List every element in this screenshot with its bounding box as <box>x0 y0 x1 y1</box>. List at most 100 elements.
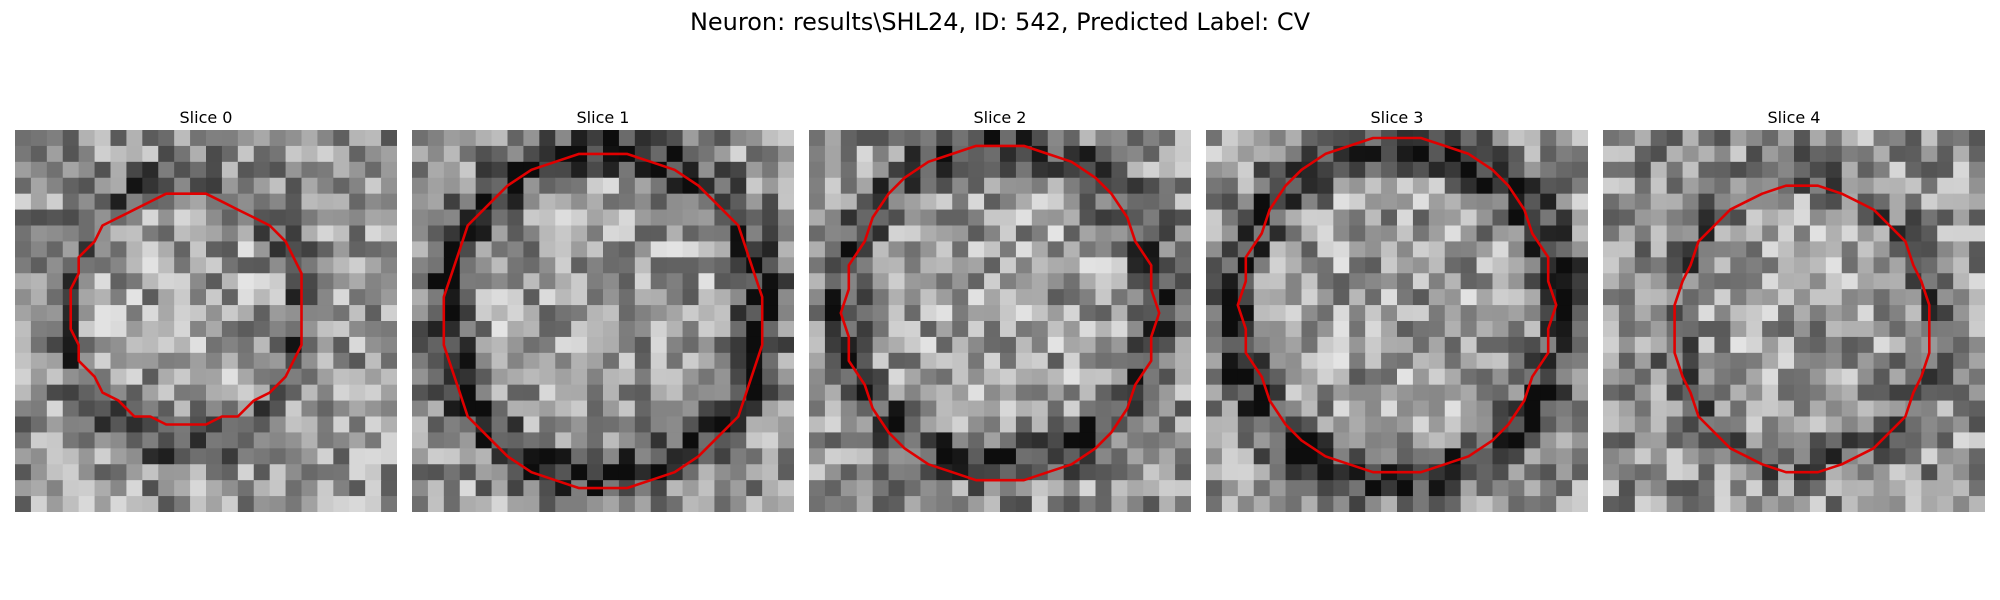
image-pixel <box>523 480 540 497</box>
image-pixel <box>1778 352 1795 370</box>
image-pixel <box>46 130 64 147</box>
image-pixel <box>94 400 112 418</box>
image-pixel <box>158 209 175 227</box>
image-pixel <box>427 368 445 386</box>
image-pixel <box>174 289 191 306</box>
image-pixel <box>1921 384 1938 402</box>
image-pixel <box>1301 225 1319 243</box>
image-pixel <box>1143 464 1160 481</box>
image-pixel <box>1206 225 1223 243</box>
image-pixel <box>1603 193 1620 211</box>
image-pixel <box>253 161 271 179</box>
image-pixel <box>778 432 794 449</box>
image-pixel <box>1873 289 1891 306</box>
image-pixel <box>443 145 461 163</box>
image-pixel <box>365 193 382 211</box>
image-pixel <box>1634 289 1652 306</box>
image-pixel <box>142 496 159 512</box>
image-pixel <box>1492 177 1510 195</box>
image-pixel <box>1269 289 1287 306</box>
image-pixel <box>682 432 700 449</box>
image-pixel <box>412 496 429 512</box>
image-pixel <box>142 448 159 465</box>
image-pixel <box>1889 130 1907 147</box>
image-pixel <box>1127 416 1144 434</box>
image-pixel <box>1015 496 1033 512</box>
image-pixel <box>46 352 64 370</box>
image-pixel <box>1540 464 1557 481</box>
image-pixel <box>237 384 255 402</box>
image-pixel <box>349 432 366 449</box>
image-pixel <box>1508 225 1525 243</box>
image-pixel <box>730 305 747 322</box>
image-pixel <box>920 321 937 338</box>
image-pixel <box>1111 448 1128 465</box>
image-pixel <box>1285 273 1303 290</box>
image-pixel <box>1634 209 1652 227</box>
image-pixel <box>762 448 779 465</box>
image-pixel <box>1682 305 1700 322</box>
image-pixel <box>1269 384 1287 402</box>
image-pixel <box>587 257 604 274</box>
image-pixel <box>1650 464 1668 481</box>
image-pixel <box>856 289 874 306</box>
image-pixel <box>634 241 652 258</box>
image-pixel <box>1221 400 1239 418</box>
image-pixel <box>904 480 922 497</box>
image-pixel <box>1269 193 1287 211</box>
image-pixel <box>94 193 112 211</box>
image-pixel <box>1159 273 1176 290</box>
image-pixel <box>603 432 620 449</box>
image-pixel <box>1953 400 1970 418</box>
image-pixel <box>1666 193 1684 211</box>
image-pixel <box>1381 257 1398 274</box>
image-pixel <box>936 384 953 402</box>
image-pixel <box>1031 321 1049 338</box>
image-pixel <box>459 257 477 274</box>
image-pixel <box>936 368 953 386</box>
image-pixel <box>1572 161 1588 179</box>
image-pixel <box>762 177 779 195</box>
image-pixel <box>1428 448 1446 465</box>
image-pixel <box>126 416 143 434</box>
image-pixel <box>301 432 319 449</box>
image-pixel <box>555 177 572 195</box>
image-pixel <box>1095 145 1113 163</box>
image-pixel <box>984 416 1001 434</box>
image-pixel <box>15 416 32 434</box>
image-pixel <box>1953 257 1970 274</box>
image-pixel <box>1031 368 1049 386</box>
image-pixel <box>1762 384 1779 402</box>
image-pixel <box>1857 448 1875 465</box>
image-pixel <box>1285 352 1303 370</box>
image-pixel <box>1778 161 1795 179</box>
image-pixel <box>221 480 239 497</box>
image-pixel <box>698 400 716 418</box>
image-pixel <box>746 209 763 227</box>
image-pixel <box>349 480 366 497</box>
roi-contour <box>1673 184 1931 474</box>
image-pixel <box>158 289 175 306</box>
image-pixel <box>762 321 779 338</box>
image-pixel <box>1825 161 1843 179</box>
image-pixel <box>301 321 319 338</box>
image-pixel <box>1953 209 1970 227</box>
image-pixel <box>1698 289 1716 306</box>
image-pixel <box>1556 193 1573 211</box>
image-pixel <box>1969 273 1985 290</box>
image-pixel <box>269 448 287 465</box>
image-pixel <box>1285 384 1303 402</box>
image-pixel <box>1666 432 1684 449</box>
image-pixel <box>1175 464 1191 481</box>
image-pixel <box>1397 273 1414 290</box>
image-pixel <box>1603 384 1620 402</box>
image-pixel <box>110 368 128 386</box>
image-pixel <box>888 161 906 179</box>
image-pixel <box>237 225 255 243</box>
image-pixel <box>1714 384 1731 402</box>
image-pixel <box>1301 273 1319 290</box>
image-pixel <box>1047 161 1065 179</box>
image-pixel <box>634 448 652 465</box>
image-pixel <box>1778 209 1795 227</box>
image-pixel <box>427 241 445 258</box>
